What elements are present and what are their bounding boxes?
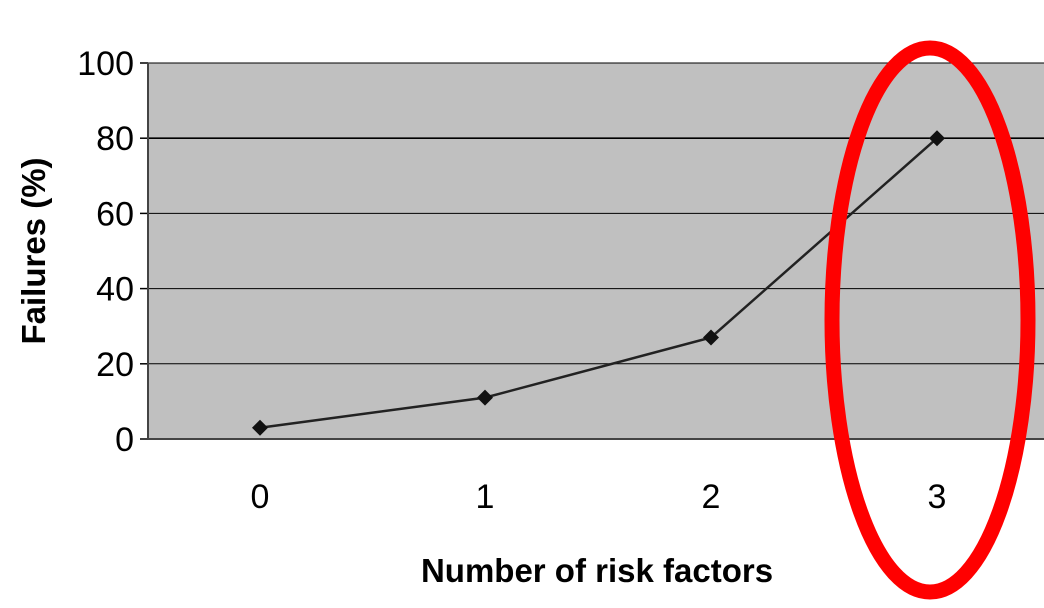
data-point-marker: [703, 329, 719, 346]
series-line: [259, 137, 938, 429]
y-axis-title: Failures (%): [15, 157, 52, 344]
y-tick-label: 20: [96, 346, 134, 384]
plot-area: [148, 63, 1044, 439]
y-tick-label: 60: [96, 195, 134, 233]
highlight-ellipse: [824, 40, 1036, 600]
axes: [147, 63, 1044, 440]
y-tick-labels: 0 20 40 60 80 100: [77, 45, 134, 459]
y-tick-label: 100: [77, 45, 134, 83]
y-tick-label: 40: [96, 271, 134, 309]
x-tick-labels: 0 1 2 3: [251, 478, 947, 516]
x-axis-title: Number of risk factors: [421, 552, 773, 589]
data-point-marker: [929, 130, 945, 147]
x-tick-label: 0: [251, 478, 270, 516]
x-tick-label: 2: [702, 478, 721, 516]
y-tick-label: 0: [115, 421, 134, 459]
y-tick-label: 80: [96, 120, 134, 158]
data-point-marker: [252, 419, 268, 436]
x-tick-label: 1: [476, 478, 495, 516]
data-point-marker: [477, 389, 493, 406]
x-tick-label: 3: [928, 478, 947, 516]
series-group: [252, 130, 945, 436]
